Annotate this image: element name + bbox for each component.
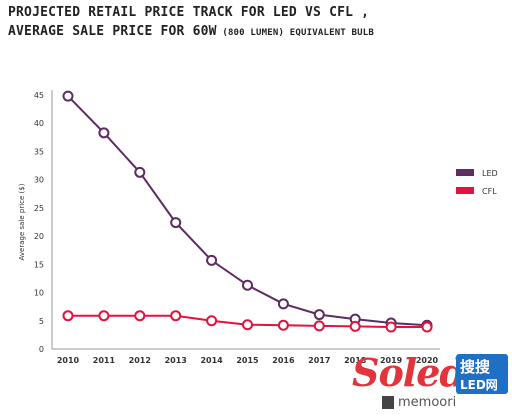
x-tick-label: 2014 [200, 356, 223, 365]
x-tick-label: 2012 [129, 356, 151, 365]
watermark-cn-top: 搜搜 [460, 358, 491, 376]
y-tick-label: 5 [39, 317, 44, 326]
y-tick-label: 35 [34, 147, 44, 156]
data-point-cfl [62, 310, 74, 322]
watermark-soled: Soled [352, 350, 466, 395]
x-tick-label: 2019 [380, 356, 403, 365]
chart-title-main: Average Sale Price for 60W [8, 24, 217, 39]
data-point-cfl [313, 320, 325, 332]
x-tick-label: 2011 [93, 356, 116, 365]
data-point-led [313, 309, 325, 321]
x-tick-label: 2013 [165, 356, 187, 365]
memoori-logo-icon [382, 396, 394, 409]
y-tick-label: 15 [34, 260, 44, 269]
chart-title-line-2: Average Sale Price for 60W (800 lumen) e… [8, 24, 374, 39]
watermark-badge [456, 354, 508, 394]
y-tick-label: 30 [34, 176, 44, 185]
y-tick-label: 10 [34, 289, 44, 298]
data-point-cfl [134, 310, 146, 322]
series-lines [67, 95, 428, 328]
watermark-cn-bottom: LED网 [460, 378, 498, 392]
x-tick-label: 2010 [57, 356, 80, 365]
data-point-led [277, 298, 289, 310]
data-point-led [62, 90, 74, 102]
data-point-cfl [242, 319, 253, 331]
legend-label-led: LED [482, 169, 498, 178]
data-point-cfl [421, 321, 433, 333]
legend-swatch-led [456, 169, 474, 176]
data-point-led [134, 166, 146, 178]
series-line-led [67, 95, 428, 327]
y-tick-labels: 0 5 10 15 20 25 30 35 40 45 [34, 91, 44, 354]
data-point-led [242, 279, 253, 291]
data-point-cfl [349, 320, 361, 332]
y-tick-label: 25 [34, 204, 44, 213]
legend-swatch-cfl [456, 187, 474, 194]
legend: LED CFL [456, 169, 498, 196]
x-tick-label: 2017 [308, 356, 330, 365]
y-tick-label: 40 [34, 119, 44, 128]
x-tick-label: 2015 [236, 356, 259, 365]
x-tick-label: 2020 [416, 356, 439, 365]
chart-axes [51, 90, 440, 350]
data-point-cfl [170, 310, 182, 322]
watermark-memoori: memoori [398, 395, 457, 410]
y-axis-label: Average sale price ($) [18, 183, 26, 260]
x-tick-label: 2016 [272, 356, 295, 365]
series-points [62, 90, 433, 333]
data-point-cfl [98, 310, 110, 322]
data-point-cfl [385, 321, 397, 333]
data-point-led [206, 254, 218, 266]
data-point-cfl [277, 319, 289, 331]
y-tick-label: 45 [34, 91, 44, 100]
data-point-led [170, 217, 182, 229]
y-tick-label: 0 [39, 345, 44, 354]
legend-label-cfl: CFL [482, 187, 497, 196]
y-tick-label: 20 [34, 232, 44, 241]
x-tick-label: 2018 [344, 356, 367, 365]
data-point-led [98, 127, 110, 139]
chart-title-line-1: Projected Retail Price Track for LED vs … [8, 5, 370, 20]
x-tick-labels: 2010 2011 2012 2013 2014 2015 2016 2017 2018 2019… [57, 356, 439, 365]
chart-title-small: (800 lumen) equivalent bulb [216, 28, 375, 38]
data-point-cfl [206, 315, 218, 327]
